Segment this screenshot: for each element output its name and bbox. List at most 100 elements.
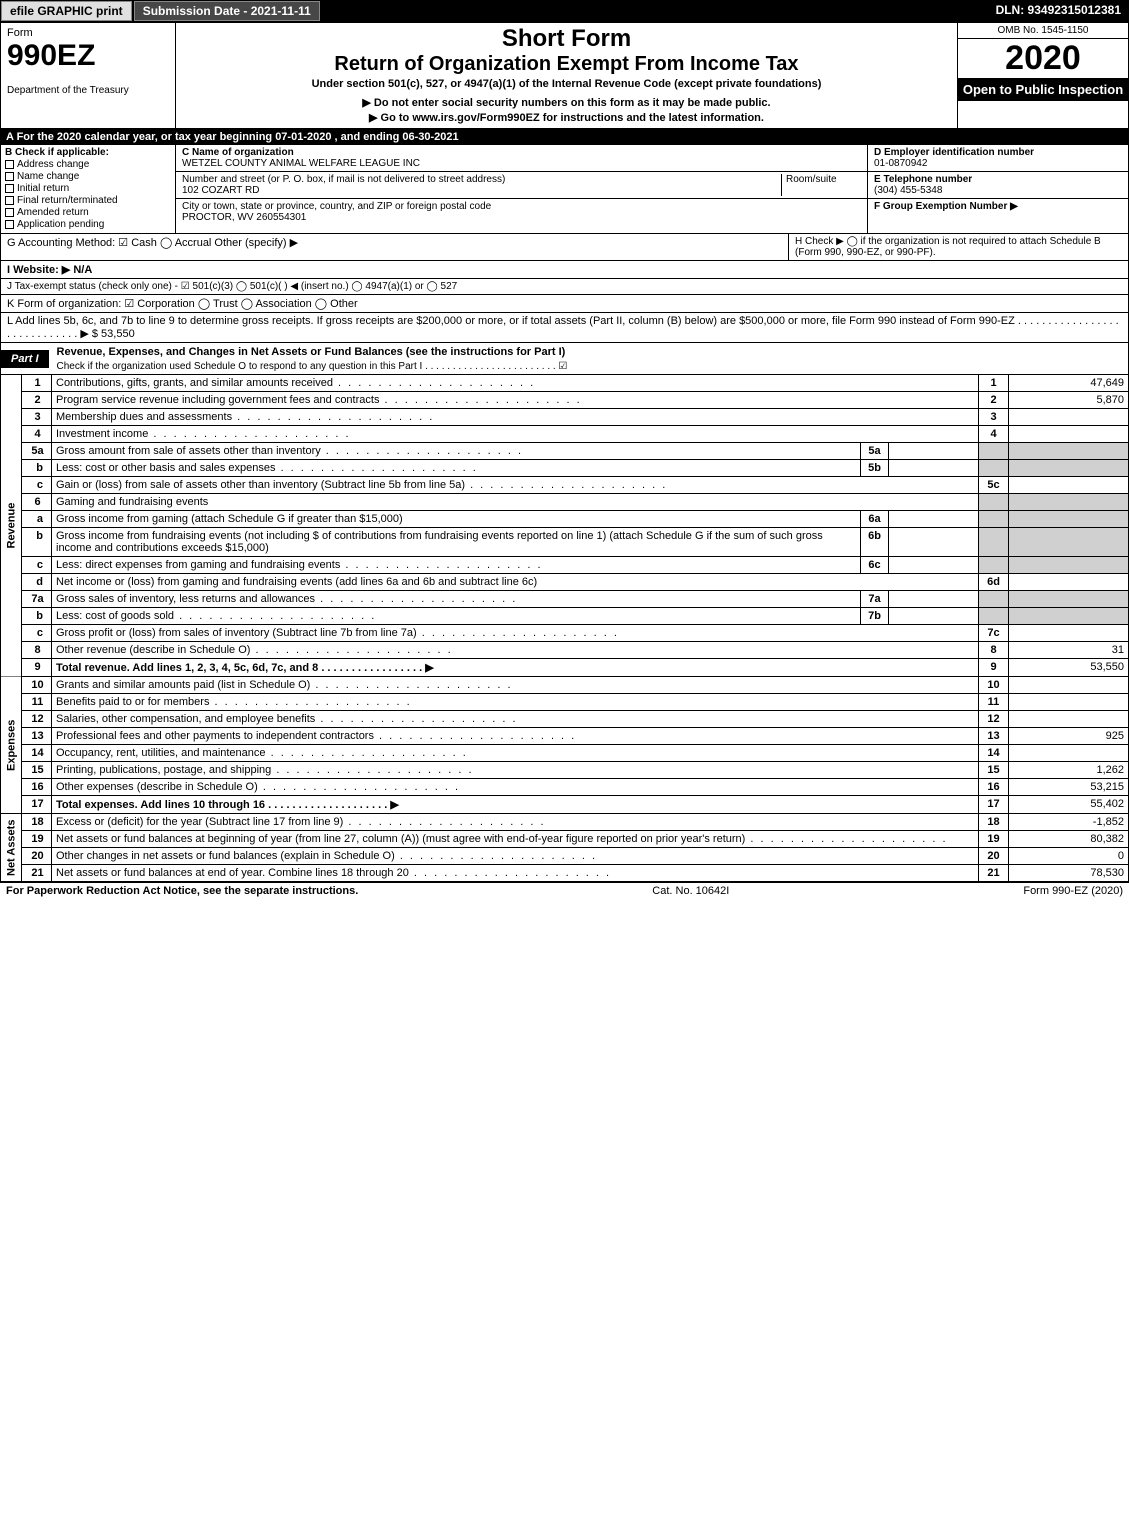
line-7c-value <box>1009 625 1129 642</box>
box-def: D Employer identification number 01-0870… <box>868 145 1128 233</box>
d-label: D Employer identification number <box>874 147 1122 158</box>
top-bar: efile GRAPHIC print Submission Date - 20… <box>0 0 1129 22</box>
line-8-text: Other revenue (describe in Schedule O) <box>56 644 250 656</box>
line-20-value: 0 <box>1009 848 1129 865</box>
chk-final-return[interactable]: Final return/terminated <box>5 195 171 206</box>
line-7a-text: Gross sales of inventory, less returns a… <box>56 593 315 605</box>
footer-form-ref: Form 990-EZ (2020) <box>1023 885 1123 897</box>
city-label: City or town, state or province, country… <box>182 201 861 212</box>
addr-label: Number and street (or P. O. box, if mail… <box>182 174 781 185</box>
room-suite: Room/suite <box>781 174 861 196</box>
line-6d-value <box>1009 574 1129 591</box>
row-g-h: G Accounting Method: ☑ Cash ◯ Accrual Ot… <box>0 234 1129 261</box>
line-9-text: Total revenue. Add lines 1, 2, 3, 4, 5c,… <box>56 662 434 674</box>
line-4-text: Investment income <box>56 428 148 440</box>
box-k: K Form of organization: ☑ Corporation ◯ … <box>0 295 1129 313</box>
line-6d-text: Net income or (loss) from gaming and fun… <box>56 576 537 588</box>
line-18-value: -1,852 <box>1009 814 1129 831</box>
ein-value: 01-0870942 <box>874 158 1122 169</box>
line-1-text: Contributions, gifts, grants, and simila… <box>56 377 333 389</box>
line-2-text: Program service revenue including govern… <box>56 394 379 406</box>
dept-treasury: Department of the Treasury <box>7 85 169 96</box>
side-revenue: Revenue <box>1 375 22 677</box>
line-6-text: Gaming and fundraising events <box>52 494 979 511</box>
part1-check: Check if the organization used Schedule … <box>49 361 1128 374</box>
line-1-value: 47,649 <box>1009 375 1129 392</box>
form-number: 990EZ <box>7 39 169 73</box>
box-c: C Name of organization WETZEL COUNTY ANI… <box>176 145 868 233</box>
box-h: H Check ▶ ◯ if the organization is not r… <box>788 234 1128 260</box>
tax-year: 2020 <box>958 39 1128 78</box>
line-14-value <box>1009 745 1129 762</box>
line-7a-mini <box>889 591 979 608</box>
line-15-text: Printing, publications, postage, and shi… <box>56 764 271 776</box>
line-12-text: Salaries, other compensation, and employ… <box>56 713 315 725</box>
line-3-value <box>1009 409 1129 426</box>
line-14-text: Occupancy, rent, utilities, and maintena… <box>56 747 266 759</box>
part1-tag: Part I <box>1 350 49 368</box>
goto-link[interactable]: ▶ Go to www.irs.gov/Form990EZ for instru… <box>180 111 953 124</box>
line-21-value: 78,530 <box>1009 865 1129 882</box>
line-21-text: Net assets or fund balances at end of ye… <box>56 867 409 879</box>
part1-header: Part I Revenue, Expenses, and Changes in… <box>0 343 1129 375</box>
chk-name-change[interactable]: Name change <box>5 171 171 182</box>
org-name: WETZEL COUNTY ANIMAL WELFARE LEAGUE INC <box>182 158 861 169</box>
f-label: F Group Exemption Number ▶ <box>874 201 1122 212</box>
chk-application-pending[interactable]: Application pending <box>5 219 171 230</box>
identity-grid: B Check if applicable: Address change Na… <box>0 145 1129 234</box>
line-11-value <box>1009 694 1129 711</box>
line-4-value <box>1009 426 1129 443</box>
open-public-inspection: Open to Public Inspection <box>958 78 1128 101</box>
part1-title: Revenue, Expenses, and Changes in Net As… <box>49 343 1128 361</box>
line-16-text: Other expenses (describe in Schedule O) <box>56 781 258 793</box>
line-15-value: 1,262 <box>1009 762 1129 779</box>
line-7b-text: Less: cost of goods sold <box>56 610 174 622</box>
page-footer: For Paperwork Reduction Act Notice, see … <box>0 882 1129 899</box>
line-20-text: Other changes in net assets or fund bala… <box>56 850 395 862</box>
line-3-text: Membership dues and assessments <box>56 411 232 423</box>
box-b-title: B Check if applicable: <box>5 147 171 158</box>
line-5c-text: Gain or (loss) from sale of assets other… <box>56 479 465 491</box>
line-6a-text: Gross income from gaming (attach Schedul… <box>56 513 403 525</box>
chk-initial-return[interactable]: Initial return <box>5 183 171 194</box>
line-5b-text: Less: cost or other basis and sales expe… <box>56 462 276 474</box>
line-8-value: 31 <box>1009 642 1129 659</box>
submission-date-label: Submission Date - 2021-11-11 <box>134 1 320 21</box>
line-10-text: Grants and similar amounts paid (list in… <box>56 679 310 691</box>
e-label: E Telephone number <box>874 174 1122 185</box>
chk-amended-return[interactable]: Amended return <box>5 207 171 218</box>
title-return: Return of Organization Exempt From Incom… <box>180 53 953 76</box>
line-5a-text: Gross amount from sale of assets other t… <box>56 445 321 457</box>
dln-label: DLN: 93492315012381 <box>988 0 1129 22</box>
efile-print-button[interactable]: efile GRAPHIC print <box>1 1 132 21</box>
line-6b-text: Gross income from fundraising events (no… <box>56 530 823 554</box>
phone-value: (304) 455-5348 <box>874 185 1122 196</box>
line-6c-text: Less: direct expenses from gaming and fu… <box>56 559 340 571</box>
box-i: I Website: ▶ N/A <box>0 261 1129 279</box>
line-7c-text: Gross profit or (loss) from sales of inv… <box>56 627 417 639</box>
part1-table: Revenue 1 Contributions, gifts, grants, … <box>0 375 1129 882</box>
line-18-text: Excess or (deficit) for the year (Subtra… <box>56 816 343 828</box>
subtitle-under: Under section 501(c), 527, or 4947(a)(1)… <box>180 78 953 90</box>
title-short-form: Short Form <box>180 25 953 53</box>
omb-number: OMB No. 1545-1150 <box>958 23 1128 39</box>
box-l: L Add lines 5b, 6c, and 7b to line 9 to … <box>0 313 1129 343</box>
chk-address-change[interactable]: Address change <box>5 159 171 170</box>
line-5b-mini <box>889 460 979 477</box>
box-b: B Check if applicable: Address change Na… <box>1 145 176 233</box>
line-16-value: 53,215 <box>1009 779 1129 796</box>
line-17-text: Total expenses. Add lines 10 through 16 … <box>56 799 399 811</box>
line-6b-mini <box>889 528 979 557</box>
line-17-value: 55,402 <box>1009 796 1129 814</box>
line-5a-mini <box>889 443 979 460</box>
box-g: G Accounting Method: ☑ Cash ◯ Accrual Ot… <box>1 234 788 260</box>
side-net-assets: Net Assets <box>1 814 22 882</box>
line-13-value: 925 <box>1009 728 1129 745</box>
form-word: Form <box>7 27 169 39</box>
footer-left: For Paperwork Reduction Act Notice, see … <box>6 885 358 897</box>
line-5c-value <box>1009 477 1129 494</box>
addr-value: 102 COZART RD <box>182 185 781 196</box>
line-6a-mini <box>889 511 979 528</box>
line-11-text: Benefits paid to or for members <box>56 696 209 708</box>
warn-ssn: ▶ Do not enter social security numbers o… <box>180 96 953 109</box>
